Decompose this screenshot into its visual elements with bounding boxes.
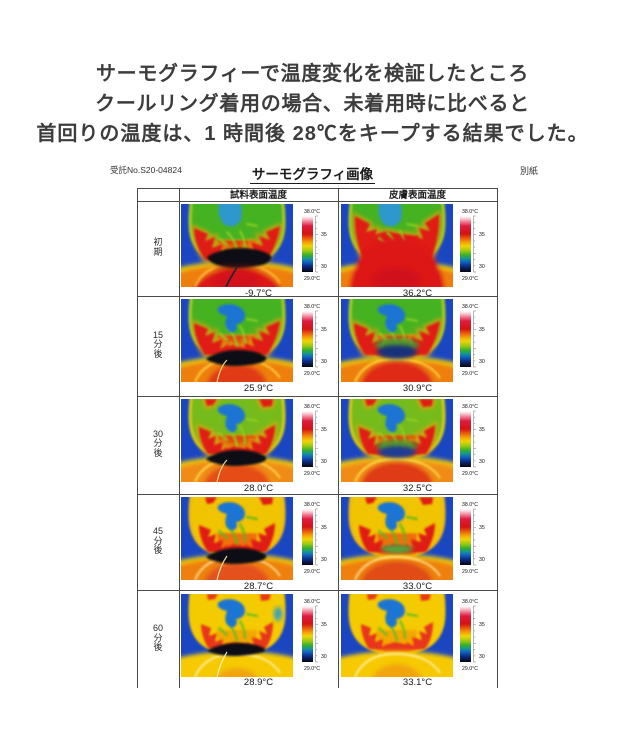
svg-text:30: 30 — [479, 557, 485, 563]
svg-text:29.0°C: 29.0°C — [462, 371, 478, 377]
svg-text:29.0°C: 29.0°C — [462, 569, 478, 575]
svg-text:35: 35 — [479, 232, 485, 238]
svg-text:29.0°C: 29.0°C — [304, 371, 320, 377]
svg-text:30: 30 — [321, 557, 327, 563]
svg-text:29.0°C: 29.0°C — [304, 276, 320, 282]
svg-text:35: 35 — [479, 427, 485, 433]
svg-text:29.0°C: 29.0°C — [304, 666, 320, 672]
svg-text:35: 35 — [321, 525, 327, 531]
svg-text:38.0°C: 38.0°C — [304, 209, 320, 215]
svg-text:29.0°C: 29.0°C — [462, 666, 478, 672]
svg-text:30: 30 — [479, 359, 485, 365]
svg-text:30: 30 — [479, 264, 485, 270]
svg-text:38.0°C: 38.0°C — [304, 502, 320, 508]
svg-text:30: 30 — [321, 459, 327, 465]
svg-text:35: 35 — [479, 622, 485, 628]
svg-text:30: 30 — [479, 653, 485, 659]
svg-text:35: 35 — [321, 622, 327, 628]
svg-text:30: 30 — [479, 459, 485, 465]
svg-text:38.0°C: 38.0°C — [304, 404, 320, 410]
svg-text:38.0°C: 38.0°C — [462, 502, 478, 508]
svg-text:30: 30 — [321, 359, 327, 365]
svg-text:38.0°C: 38.0°C — [462, 304, 478, 310]
svg-text:35: 35 — [479, 525, 485, 531]
svg-text:29.0°C: 29.0°C — [304, 471, 320, 477]
svg-text:30: 30 — [321, 264, 327, 270]
svg-text:35: 35 — [321, 427, 327, 433]
svg-text:29.0°C: 29.0°C — [462, 276, 478, 282]
svg-text:38.0°C: 38.0°C — [304, 599, 320, 605]
svg-text:38.0°C: 38.0°C — [462, 599, 478, 605]
svg-text:29.0°C: 29.0°C — [462, 471, 478, 477]
svg-text:30: 30 — [321, 653, 327, 659]
svg-text:35: 35 — [321, 232, 327, 238]
svg-text:38.0°C: 38.0°C — [462, 404, 478, 410]
svg-text:35: 35 — [479, 327, 485, 333]
svg-text:29.0°C: 29.0°C — [304, 569, 320, 575]
svg-text:35: 35 — [321, 327, 327, 333]
svg-text:38.0°C: 38.0°C — [304, 304, 320, 310]
svg-text:38.0°C: 38.0°C — [462, 209, 478, 215]
